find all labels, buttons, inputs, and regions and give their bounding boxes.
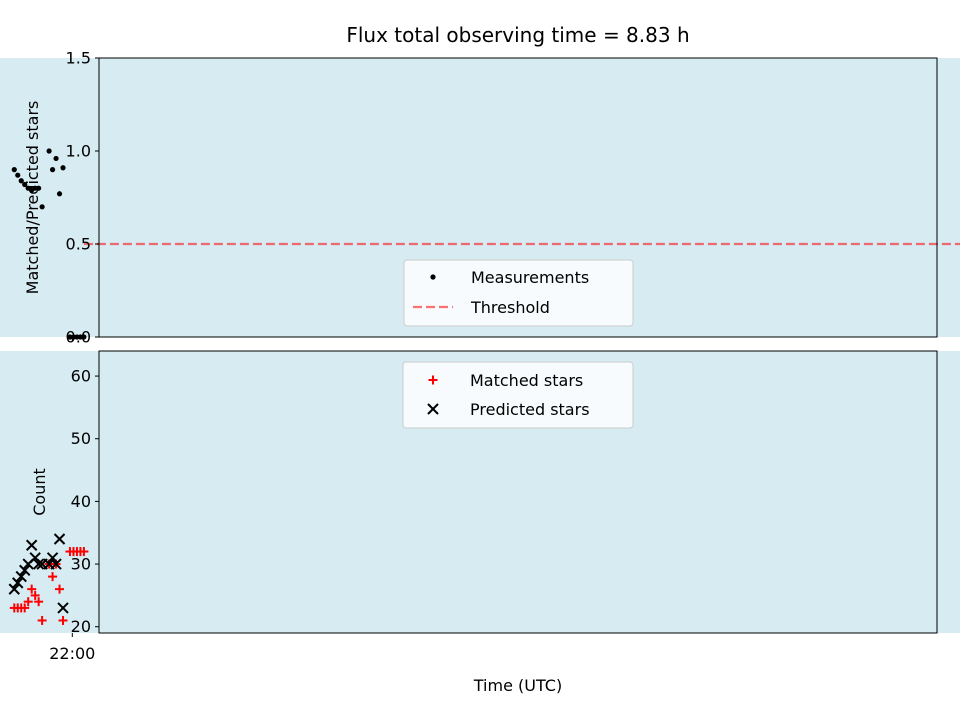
- predicted-point: [32, 558, 45, 570]
- legend-measurement-marker: [430, 274, 436, 280]
- top-y-axis-label: Matched/Predicted stars: [23, 101, 42, 295]
- matched-point: [37, 615, 47, 625]
- measurement-point: [60, 165, 66, 171]
- y-tick-label: 40: [71, 492, 91, 511]
- x-axis-label: Time (UTC): [473, 676, 562, 695]
- top-panel: 0.0 0.5 1.0 1.5 Matched/Predicted stars Mea…: [0, 49, 960, 347]
- y-tick-label: 50: [71, 429, 91, 448]
- measurement-point: [53, 155, 59, 162]
- matched-point: [23, 597, 33, 607]
- y-tick-label: 60: [71, 367, 91, 386]
- measurement-point: [15, 172, 21, 178]
- measurement-point: [49, 167, 56, 173]
- predicted-point: [19, 564, 31, 577]
- bottom-marks: [8, 533, 89, 625]
- legend-predicted-label: Predicted stars: [470, 400, 590, 419]
- top-legend: Measurements Threshold: [403, 259, 634, 327]
- bottom-axes-frame: [98, 350, 938, 634]
- measurement-point: [67, 334, 73, 340]
- legend-measurements-label: Measurements: [471, 268, 589, 287]
- matched-point: [30, 590, 40, 600]
- matched-point: [9, 603, 19, 613]
- matched-point: [65, 547, 75, 557]
- measurement-point: [25, 185, 31, 191]
- measurement-point: [39, 204, 45, 210]
- predicted-point: [8, 583, 20, 595]
- measurement-point: [18, 178, 24, 184]
- predicted-point: [12, 577, 24, 589]
- top-marks: [11, 148, 960, 340]
- bottom-panel: 203040506022:0000:0002:0004:0006:0008:00…: [0, 350, 960, 663]
- legend-matched-label: Matched stars: [470, 371, 583, 390]
- matched-point: [48, 572, 58, 582]
- legend-matched-marker: [428, 375, 438, 385]
- legend-predicted-marker: [427, 403, 439, 415]
- matched-point: [34, 597, 44, 607]
- bottom-y-axis-label: Count: [30, 468, 49, 516]
- legend-box: [403, 259, 634, 327]
- legend-threshold-label: Threshold: [470, 298, 550, 317]
- measurement-point: [11, 167, 17, 173]
- y-tick-label: 1.5: [66, 49, 91, 68]
- predicted-point: [22, 558, 34, 570]
- measurement-point: [22, 181, 28, 188]
- predicted-point: [57, 602, 69, 614]
- measurement-point: [56, 191, 63, 197]
- matched-point: [58, 615, 68, 625]
- measurement-point: [46, 148, 52, 154]
- legend-box: [402, 361, 634, 429]
- matched-point: [27, 584, 37, 594]
- x-tick-label: 22:00: [49, 644, 95, 663]
- predicted-point: [25, 539, 38, 551]
- y-tick-label: 20: [71, 617, 91, 636]
- bottom-legend: Matched stars Predicted stars: [402, 361, 634, 429]
- predicted-point: [46, 552, 59, 564]
- chart-title: Flux total observing time = 8.83 h: [346, 23, 689, 47]
- y-tick-label: 0.5: [66, 235, 91, 254]
- predicted-point: [53, 533, 66, 545]
- top-axes-frame: [98, 57, 938, 338]
- y-tick-label: 30: [71, 555, 91, 574]
- top-ticks: 0.0 0.5 1.0 1.5: [66, 49, 99, 347]
- matched-point: [55, 584, 65, 594]
- predicted-point: [15, 570, 27, 583]
- y-tick-label: 0.0: [66, 328, 91, 347]
- y-tick-label: 1.0: [66, 142, 91, 161]
